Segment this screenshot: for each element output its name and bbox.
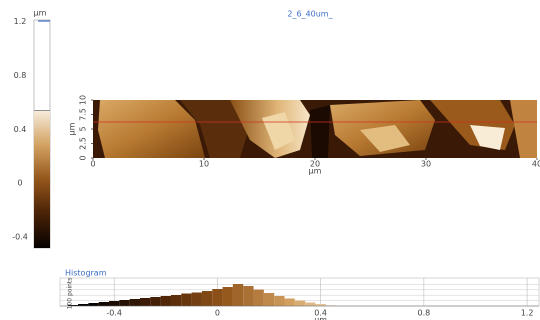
topography-image: [93, 100, 537, 158]
histogram-bar: [130, 299, 140, 306]
file-title: 2_6_40um_: [287, 10, 333, 19]
histogram-bar: [192, 293, 202, 307]
page: 2_6_40um_ Histogram µm 1.2 0.8 0.4 0 -0.4 0 10 2…: [0, 0, 540, 320]
histogram-bar: [99, 302, 109, 306]
histogram-bar: [285, 299, 295, 307]
histogram-bar: [212, 289, 222, 306]
y-axis-label: µm: [68, 122, 77, 135]
x-tick-label: 30: [421, 160, 431, 169]
x-tick-label: -0.4: [106, 309, 122, 318]
y-tick-label: 2.5: [79, 137, 88, 150]
x-axis-label: µm: [309, 167, 322, 176]
histogram-bar: [233, 284, 243, 306]
histogram-bar: [243, 286, 253, 306]
histogram-bar: [140, 298, 150, 306]
histogram-bar: [181, 294, 191, 307]
x-tick-label: 0: [90, 160, 95, 169]
histogram-bar: [295, 301, 305, 307]
y-tick-label: 10: [79, 95, 88, 105]
histogram-bar: [109, 301, 119, 306]
histogram-bar: [161, 296, 171, 306]
histogram-bar: [202, 291, 212, 306]
histogram-bar: [88, 303, 98, 306]
x-tick-label: 0: [215, 309, 220, 318]
histogram-bar: [150, 297, 160, 306]
colorbar-tick-label: 0.4: [14, 125, 27, 134]
x-tick-label: 0.8: [418, 309, 431, 318]
x-tick-label: 40: [532, 160, 540, 169]
histogram-title: Histogram: [65, 269, 107, 278]
x-axis-label: µm: [314, 316, 327, 320]
colorbar-fill: [34, 110, 50, 248]
colorbar-tick-label: -0.4: [12, 233, 28, 242]
y-axis-label: 100 points: [67, 278, 74, 310]
histogram-bar: [223, 287, 233, 306]
colorbar-tick-label: 0.8: [14, 71, 27, 80]
histogram-bar: [305, 303, 315, 307]
histogram-bar: [274, 296, 284, 306]
histogram-bar: [119, 300, 129, 306]
afm-screen: 2_6_40um_ Histogram µm 1.2 0.8 0.4 0 -0.4 0 10 2…: [0, 0, 540, 320]
y-tick-label: 5: [79, 126, 88, 131]
y-tick-label: 7.5: [79, 108, 88, 121]
y-tick-label: 0: [79, 155, 88, 160]
colorbar-tick-label: 0: [17, 179, 22, 188]
histogram-bar: [171, 295, 181, 306]
x-tick-label: 1.2: [521, 309, 534, 318]
colorbar-tick-label: 1.2: [14, 17, 27, 26]
histogram-bar: [254, 290, 264, 307]
histogram-bar: [264, 293, 274, 306]
x-tick-label: 10: [199, 160, 209, 169]
colorbar-unit: µm: [34, 9, 47, 18]
